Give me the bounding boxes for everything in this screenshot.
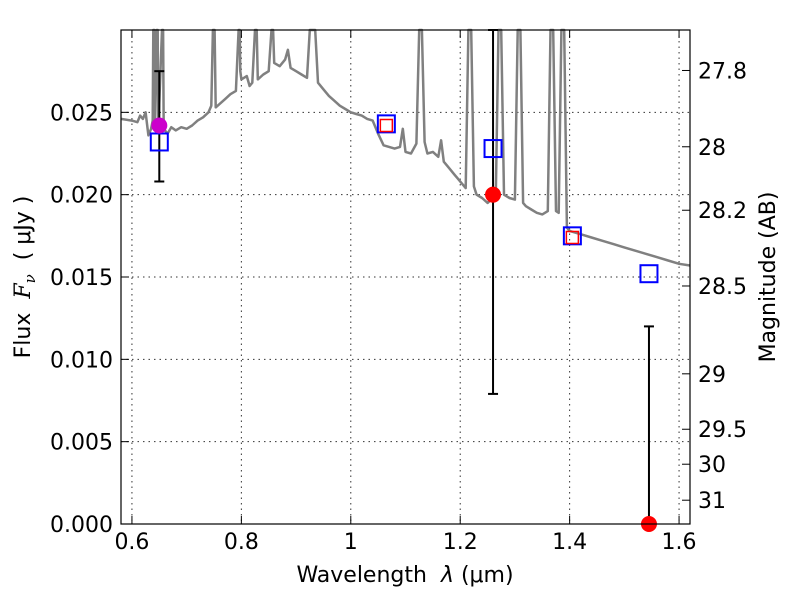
- x-axis-label: Wavelength λ (μm): [296, 563, 513, 588]
- y-tick-label: 0.015: [50, 266, 113, 291]
- x-tick-label: 0.6: [114, 530, 149, 555]
- x-tick-label: 0.8: [224, 530, 259, 555]
- plot-frame: [120, 29, 691, 525]
- magnitude-tick-label: 28.5: [698, 275, 747, 300]
- model-photometry-square: [639, 264, 659, 284]
- observed-flux-square: [379, 118, 394, 133]
- magnitude-tick-label: 29: [698, 363, 726, 388]
- grid: [121, 30, 690, 525]
- model-photometry-square: [376, 114, 396, 134]
- magnitude-tick-label: 28: [698, 136, 726, 161]
- magnitude-tick-label: 31: [698, 489, 726, 514]
- y-tick-label: 0.000: [50, 513, 113, 538]
- x-tick-label: 1.4: [552, 530, 587, 555]
- y-tick-label: 0.005: [50, 431, 113, 456]
- y-tick-label: 0.020: [50, 184, 113, 209]
- x-tick-label: 1.2: [443, 530, 478, 555]
- magnitude-tick-label: 27.8: [698, 59, 747, 84]
- x-axis-ticks: 0.6 0.8 1 1.2 1.4 1.6: [114, 30, 697, 555]
- y-axis-ticks: 0.000 0.005 0.010 0.015 0.020 0.025: [50, 101, 129, 538]
- y-axis-label: Flux Fν ( μJy ): [11, 196, 39, 359]
- magnitude-tick-label: 30: [698, 453, 726, 478]
- observed-flux-point: [151, 117, 168, 134]
- model-photometry-square: [562, 226, 582, 246]
- y-tick-label: 0.010: [50, 348, 113, 373]
- magnitude-tick-label: 29.5: [698, 418, 747, 443]
- model-photometry-square: [483, 139, 503, 159]
- error-bars: [154, 29, 654, 524]
- template-spectrum: [120, 28, 691, 267]
- template-spectrum-line: [120, 28, 691, 267]
- data-markers: [149, 114, 659, 532]
- magnitude-axis-label: Magnitude (AB): [756, 192, 781, 363]
- magnitude-tick-label: 28.2: [698, 199, 747, 224]
- y-tick-label: 0.025: [50, 101, 113, 126]
- observed-flux-point: [485, 186, 502, 203]
- observed-flux-square: [565, 230, 580, 245]
- magnitude-axis-ticks: 27.8 28 28.2 28.5 29 29.5 30 31: [682, 59, 747, 514]
- x-tick-label: 1.6: [662, 530, 697, 555]
- x-tick-label: 1: [344, 530, 358, 555]
